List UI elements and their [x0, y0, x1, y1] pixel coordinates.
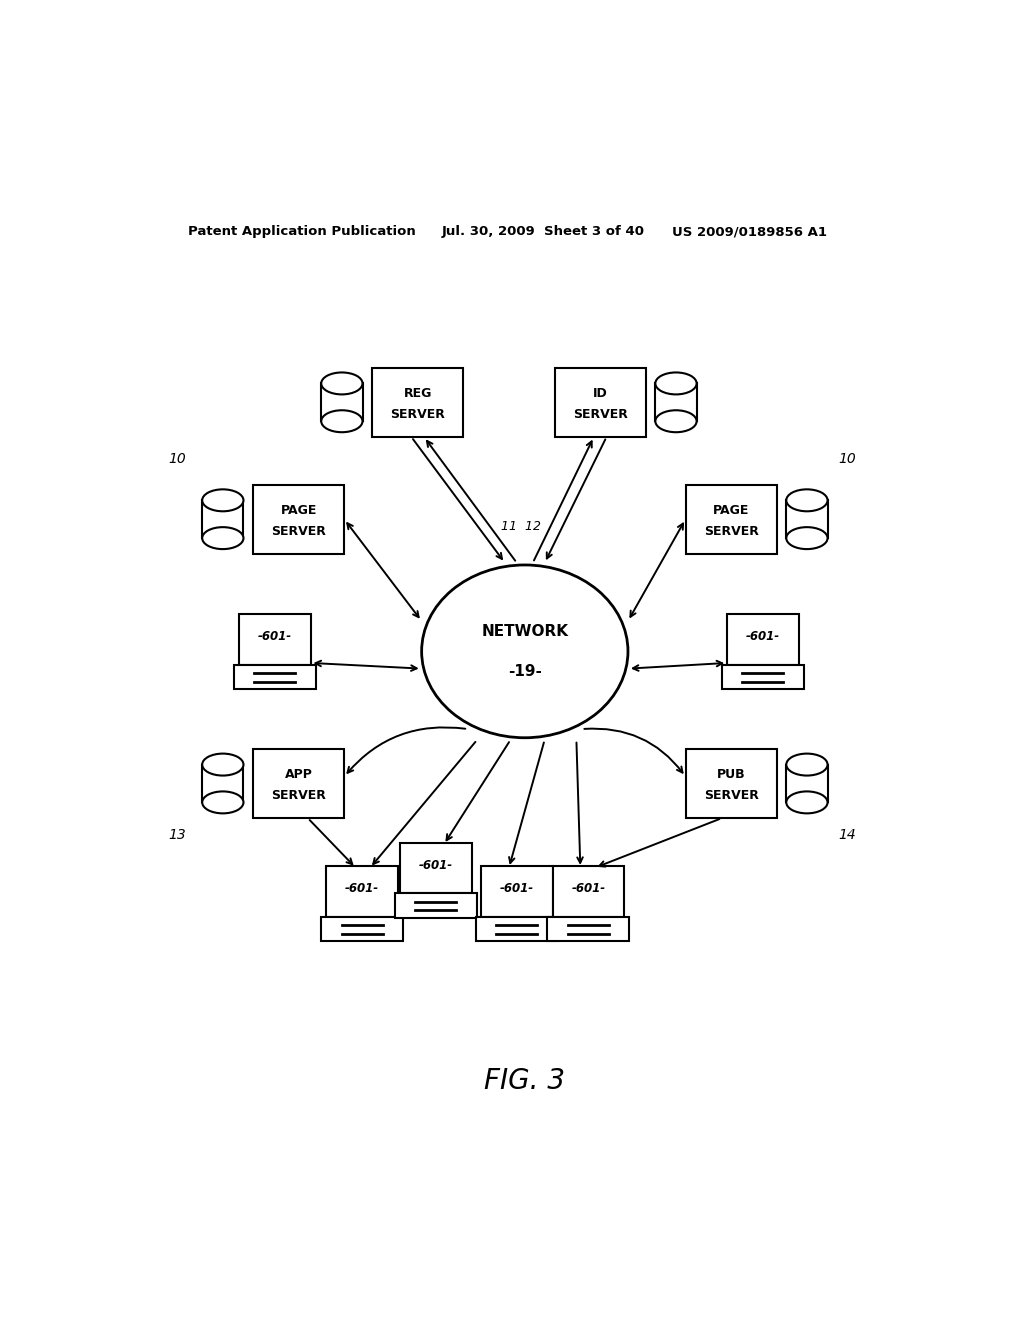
- Text: SERVER: SERVER: [703, 789, 759, 803]
- Ellipse shape: [322, 372, 362, 395]
- Text: 13: 13: [168, 829, 185, 842]
- Text: PAGE: PAGE: [713, 504, 750, 516]
- Ellipse shape: [202, 527, 244, 549]
- Text: -601-: -601-: [419, 859, 453, 873]
- Ellipse shape: [202, 754, 244, 776]
- Text: 11  12: 11 12: [501, 520, 541, 533]
- Bar: [202, 764, 244, 803]
- Text: -601-: -601-: [258, 631, 292, 643]
- Bar: [253, 748, 344, 818]
- Text: SERVER: SERVER: [572, 408, 628, 421]
- Bar: [476, 916, 558, 941]
- Bar: [685, 484, 777, 554]
- Bar: [722, 664, 804, 689]
- Bar: [322, 916, 403, 941]
- Ellipse shape: [786, 754, 827, 776]
- Text: SERVER: SERVER: [390, 408, 445, 421]
- Bar: [400, 843, 472, 894]
- Text: APP: APP: [285, 768, 312, 781]
- Ellipse shape: [786, 490, 827, 511]
- Ellipse shape: [655, 372, 696, 395]
- Bar: [786, 500, 827, 539]
- Bar: [553, 866, 624, 916]
- Text: NETWORK: NETWORK: [481, 623, 568, 639]
- Ellipse shape: [202, 490, 244, 511]
- Text: ID: ID: [593, 387, 607, 400]
- Text: REG: REG: [403, 387, 432, 400]
- Ellipse shape: [322, 411, 362, 432]
- Text: SERVER: SERVER: [703, 525, 759, 539]
- Text: -601-: -601-: [745, 631, 780, 643]
- Bar: [547, 916, 630, 941]
- Text: Jul. 30, 2009  Sheet 3 of 40: Jul. 30, 2009 Sheet 3 of 40: [441, 226, 644, 238]
- Bar: [555, 368, 646, 437]
- Text: -601-: -601-: [345, 882, 379, 895]
- Ellipse shape: [786, 527, 827, 549]
- Text: Patent Application Publication: Patent Application Publication: [187, 226, 416, 238]
- Bar: [202, 500, 244, 539]
- Text: PUB: PUB: [717, 768, 745, 781]
- Text: -19-: -19-: [508, 664, 542, 680]
- Text: 10: 10: [838, 453, 856, 466]
- Text: PAGE: PAGE: [281, 504, 316, 516]
- Bar: [327, 866, 397, 916]
- Text: -601-: -601-: [571, 882, 605, 895]
- Ellipse shape: [202, 792, 244, 813]
- Text: 14: 14: [838, 829, 856, 842]
- Bar: [786, 764, 827, 803]
- Text: SERVER: SERVER: [271, 789, 326, 803]
- Text: SERVER: SERVER: [271, 525, 326, 539]
- Bar: [253, 484, 344, 554]
- Bar: [322, 383, 362, 421]
- Bar: [233, 664, 315, 689]
- Bar: [685, 748, 777, 818]
- Bar: [240, 614, 310, 664]
- Bar: [481, 866, 553, 916]
- Bar: [727, 614, 799, 664]
- Ellipse shape: [655, 411, 696, 432]
- Bar: [395, 894, 477, 917]
- Bar: [655, 383, 696, 421]
- Text: FIG. 3: FIG. 3: [484, 1068, 565, 1096]
- Ellipse shape: [422, 565, 628, 738]
- Text: -601-: -601-: [500, 882, 534, 895]
- Text: 10: 10: [168, 453, 185, 466]
- Text: US 2009/0189856 A1: US 2009/0189856 A1: [672, 226, 826, 238]
- Ellipse shape: [786, 792, 827, 813]
- Bar: [372, 368, 463, 437]
